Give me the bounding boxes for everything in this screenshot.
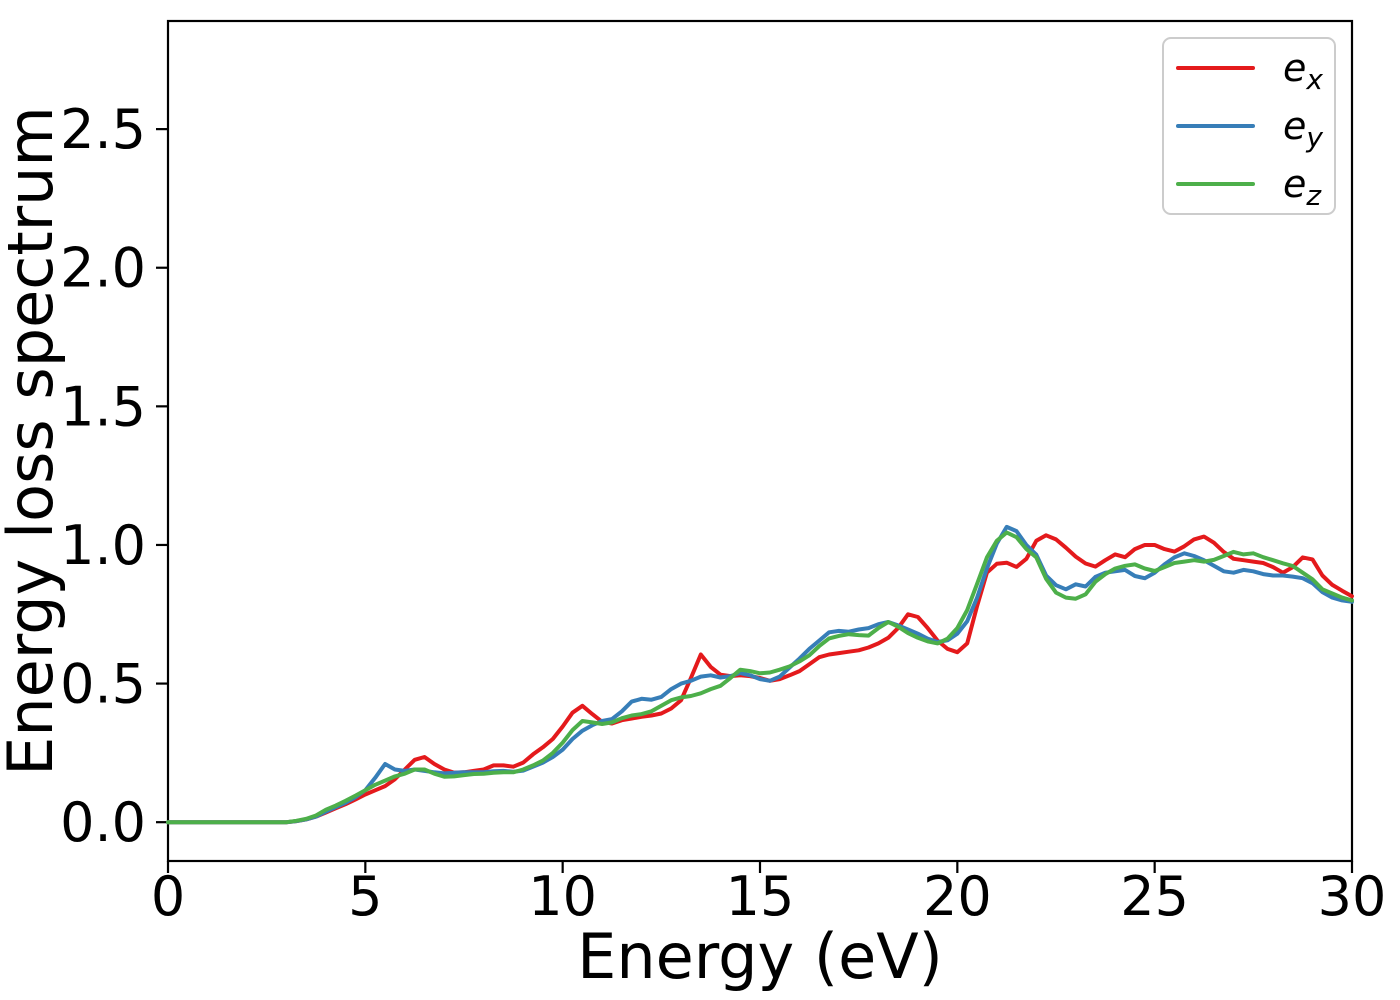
y-tick-label: 0.5 xyxy=(60,653,146,716)
x-tick-label: 15 xyxy=(726,865,795,928)
x-tick-label: 20 xyxy=(923,865,992,928)
series-line-ez xyxy=(166,530,1354,825)
y-tick-label: 1.0 xyxy=(60,514,146,577)
x-tick-label: 10 xyxy=(528,865,597,928)
legend-label-ez: ez xyxy=(1283,162,1322,212)
y-tick-label: 0.0 xyxy=(60,791,146,854)
y-tick-label: 2.5 xyxy=(60,98,146,161)
legend-label-ex: ex xyxy=(1283,46,1323,96)
legend-label-ey: ey xyxy=(1283,104,1323,154)
x-tick-label: 5 xyxy=(348,865,382,928)
axes: 0 5 10 15 20 25 30 0.0 0.5 1.0 1.5 2.0 2.5 xyxy=(60,19,1387,928)
x-tick-label: 30 xyxy=(1318,865,1387,928)
y-tick-label: 2.0 xyxy=(60,237,146,300)
x-tick-label: 25 xyxy=(1120,865,1189,928)
x-axis-label: Energy (eV) xyxy=(577,920,943,993)
x-tick-label: 0 xyxy=(151,865,185,928)
y-axis-label: Energy loss spectrum xyxy=(0,106,67,776)
series-lines xyxy=(166,524,1354,825)
legend: ex ey ez xyxy=(1162,37,1336,215)
y-tick-label: 1.5 xyxy=(60,375,146,438)
